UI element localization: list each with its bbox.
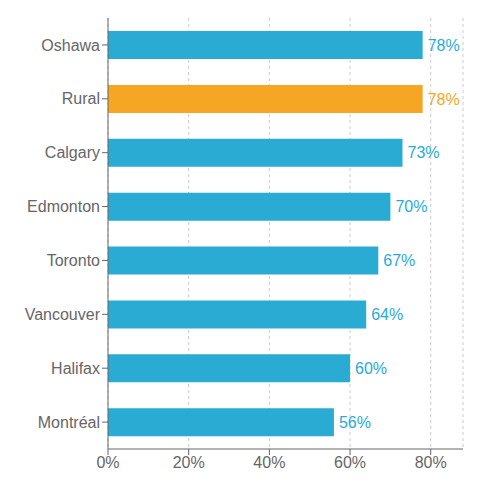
svg-text:67%: 67% [383, 252, 415, 269]
svg-text:Edmonton: Edmonton [27, 198, 100, 215]
svg-text:Vancouver: Vancouver [25, 306, 101, 323]
svg-text:73%: 73% [407, 144, 439, 161]
svg-text:Toronto: Toronto [47, 252, 100, 269]
svg-text:Oshawa: Oshawa [41, 37, 100, 54]
svg-text:Halifax: Halifax [51, 360, 100, 377]
svg-text:70%: 70% [395, 198, 427, 215]
svg-text:78%: 78% [428, 37, 460, 54]
svg-text:60%: 60% [355, 360, 387, 377]
svg-text:Rural: Rural [62, 90, 100, 107]
svg-text:20%: 20% [173, 454, 205, 471]
svg-text:40%: 40% [253, 454, 285, 471]
svg-text:Calgary: Calgary [45, 144, 100, 161]
svg-text:80%: 80% [415, 454, 447, 471]
svg-text:60%: 60% [334, 454, 366, 471]
svg-text:78%: 78% [428, 91, 460, 108]
svg-text:Montréal: Montréal [38, 414, 100, 431]
svg-text:0%: 0% [96, 454, 119, 471]
svg-text:56%: 56% [339, 414, 371, 431]
svg-text:64%: 64% [371, 306, 403, 323]
